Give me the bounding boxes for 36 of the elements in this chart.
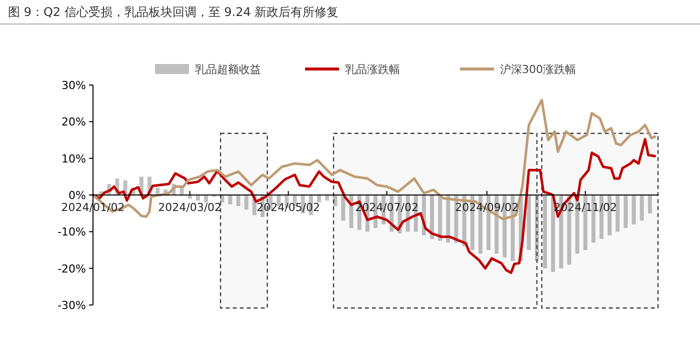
- x-tick-label: 2024/03/02: [158, 201, 222, 214]
- y-tick-label: -20%: [58, 262, 86, 276]
- x-tick-label: 2024/05/02: [256, 201, 320, 214]
- bar: [632, 195, 636, 224]
- legend-label: 沪深300涨跌幅: [500, 63, 576, 76]
- bar: [526, 195, 531, 250]
- bar: [543, 195, 547, 268]
- bar: [333, 195, 338, 206]
- bar: [640, 195, 644, 221]
- legend-label: 乳品涨跌幅: [345, 63, 400, 76]
- bar: [534, 195, 539, 261]
- legend-label: 乳品超额收益: [195, 63, 261, 76]
- bar: [551, 195, 556, 272]
- y-tick-label: 10%: [62, 152, 86, 166]
- bar: [624, 195, 628, 228]
- y-tick-label: 0%: [68, 189, 86, 202]
- x-tick-label: 2024/09/02: [455, 201, 519, 214]
- y-tick-label: 30%: [62, 79, 86, 92]
- y-tick-label: -30%: [58, 299, 86, 312]
- bar: [341, 195, 346, 221]
- bar: [180, 188, 184, 195]
- bar: [325, 195, 330, 200]
- bar: [196, 195, 200, 200]
- bar: [156, 188, 160, 195]
- bar: [430, 195, 434, 239]
- bar: [220, 195, 224, 202]
- bar: [317, 195, 321, 202]
- y-tick-label: 20%: [62, 116, 86, 129]
- bar: [204, 195, 208, 202]
- y-tick-label: -10%: [58, 226, 86, 239]
- bar: [616, 195, 620, 232]
- bar: [236, 195, 240, 206]
- chart-title: 图 9：Q2 信心受损，乳品板块回调，至 9.24 新政后有所修复: [8, 5, 339, 19]
- bar: [648, 195, 652, 214]
- bar: [244, 195, 248, 210]
- bar: [228, 195, 232, 204]
